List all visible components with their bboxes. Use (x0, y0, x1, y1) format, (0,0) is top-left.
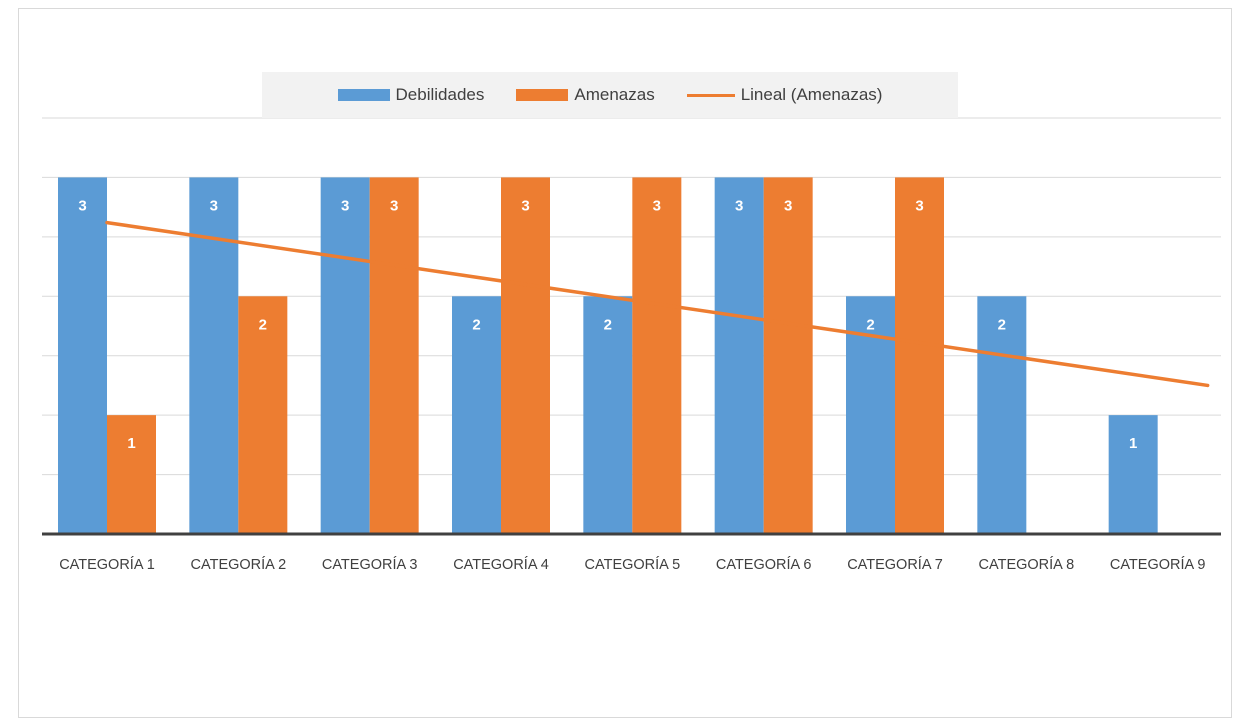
legend-label-amenazas: Amenazas (574, 85, 655, 104)
data-label-amenazas-5: 3 (653, 197, 661, 214)
x-tick-label-9: CATEGORÍA 9 (1110, 556, 1206, 573)
trendline-amenazas (105, 220, 1210, 388)
data-label-debilidades-6: 3 (735, 197, 743, 214)
legend-item-debilidades: Debilidades (337, 85, 485, 105)
data-label-amenazas-6: 3 (784, 197, 792, 214)
x-tick-label-2: CATEGORÍA 2 (191, 556, 287, 573)
legend-label-trendline: Lineal (Amenazas) (740, 85, 883, 104)
bar-amenazas-6 (763, 177, 813, 534)
data-label-debilidades-8: 2 (998, 316, 1006, 333)
data-label-amenazas-3: 3 (390, 197, 398, 214)
x-tick-label-6: CATEGORÍA 6 (716, 556, 812, 573)
legend-swatch-debilidades (337, 89, 390, 101)
legend-item-amenazas: Amenazas (516, 85, 655, 105)
x-tick-label-5: CATEGORÍA 5 (585, 556, 681, 573)
data-label-amenazas-4: 3 (521, 197, 529, 214)
data-label-debilidades-7: 2 (866, 316, 874, 333)
x-tick-label-4: CATEGORÍA 4 (453, 556, 549, 573)
data-label-debilidades-2: 3 (210, 197, 218, 214)
bar-debilidades-4 (452, 296, 501, 534)
data-label-debilidades-1: 3 (78, 197, 86, 214)
data-label-amenazas-1: 1 (127, 435, 135, 452)
bar-debilidades-3 (320, 177, 370, 534)
x-tick-label-8: CATEGORÍA 8 (979, 556, 1075, 573)
bar-debilidades-6 (714, 177, 764, 534)
x-tick-label-1: CATEGORÍA 1 (59, 556, 155, 573)
x-tick-label-3: CATEGORÍA 3 (322, 556, 418, 573)
bar-debilidades-9 (1108, 415, 1158, 534)
data-label-debilidades-5: 2 (604, 316, 612, 333)
data-label-amenazas-2: 2 (259, 316, 267, 333)
legend-item-trendline: Lineal (Amenazas) (686, 85, 883, 105)
bar-debilidades-2 (189, 177, 239, 534)
bar-amenazas-4 (501, 177, 550, 534)
x-tick-label-7: CATEGORÍA 7 (847, 556, 943, 573)
bar-amenazas-3 (369, 177, 419, 534)
bar-debilidades-1 (58, 177, 107, 534)
legend-label-debilidades: Debilidades (395, 85, 485, 104)
bar-debilidades-8 (977, 296, 1027, 534)
legend-swatch-trendline (686, 93, 735, 97)
legend-swatch-amenazas (516, 89, 569, 101)
bar-amenazas-1 (107, 415, 156, 534)
bar-debilidades-5 (583, 296, 633, 534)
data-label-debilidades-3: 3 (341, 197, 349, 214)
data-label-amenazas-7: 3 (915, 197, 923, 214)
chart-legend: Debilidades Amenazas Lineal (Amenazas) (262, 72, 958, 118)
data-label-debilidades-9: 1 (1129, 435, 1137, 452)
bar-amenazas-5 (632, 177, 682, 534)
bar-amenazas-7 (895, 177, 944, 534)
bar-amenazas-2 (238, 296, 288, 534)
data-label-debilidades-4: 2 (472, 316, 480, 333)
